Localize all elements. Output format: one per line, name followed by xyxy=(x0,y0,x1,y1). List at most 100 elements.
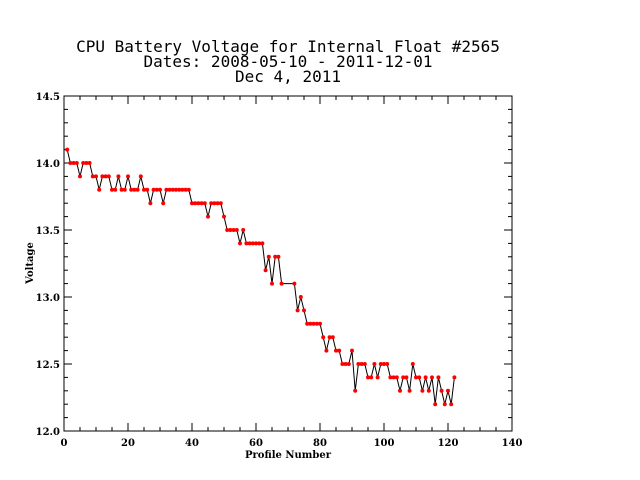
data-point xyxy=(388,375,393,380)
data-point xyxy=(183,187,188,192)
data-point xyxy=(340,362,345,366)
data-point xyxy=(119,187,124,192)
data-point xyxy=(222,214,226,219)
y-tick-label: 12.5 xyxy=(36,360,60,371)
data-point xyxy=(436,375,441,380)
data-point xyxy=(110,187,114,192)
data-point xyxy=(257,241,262,246)
data-point xyxy=(292,281,297,286)
data-point xyxy=(439,388,444,393)
data-point xyxy=(81,161,86,165)
data-point xyxy=(209,201,214,206)
data-point xyxy=(132,187,137,192)
data-point xyxy=(263,268,268,273)
data-point xyxy=(151,187,156,192)
y-tick-label: 14.0 xyxy=(36,159,60,170)
data-point xyxy=(350,348,354,353)
data-point xyxy=(410,362,415,366)
data-point xyxy=(417,375,422,380)
y-axis-label: Voltage xyxy=(25,242,36,285)
data-point xyxy=(330,335,335,340)
y-tick-label: 13.5 xyxy=(36,226,60,237)
x-tick-label: 60 xyxy=(249,438,263,449)
data-point xyxy=(446,388,450,393)
data-point xyxy=(334,348,338,353)
data-point xyxy=(116,174,121,179)
data-point xyxy=(372,362,377,366)
data-point xyxy=(126,174,130,179)
data-point xyxy=(177,187,182,192)
data-point xyxy=(106,174,111,179)
data-point xyxy=(369,375,374,380)
data-point xyxy=(228,228,233,232)
series-layer xyxy=(65,147,457,407)
data-point xyxy=(366,375,370,380)
data-point xyxy=(311,321,316,326)
x-tick-label: 100 xyxy=(374,438,395,449)
chart-title-line-3: Dec 4, 2011 xyxy=(235,67,341,86)
data-point xyxy=(90,174,95,179)
data-point xyxy=(254,241,258,246)
data-point xyxy=(225,228,230,232)
plot-frame xyxy=(63,95,513,432)
data-point xyxy=(241,228,246,232)
data-point xyxy=(442,402,447,407)
data-point xyxy=(244,241,249,246)
data-point xyxy=(68,161,73,165)
data-point xyxy=(122,187,127,192)
data-point xyxy=(186,187,191,192)
data-point xyxy=(401,375,406,380)
data-point xyxy=(135,187,140,192)
data-point xyxy=(148,201,153,206)
data-point xyxy=(266,254,271,259)
y-tick-label: 14.5 xyxy=(36,92,60,103)
x-tick-label: 80 xyxy=(313,438,327,449)
data-point xyxy=(362,362,367,366)
data-point xyxy=(273,254,278,259)
data-point xyxy=(84,161,89,165)
data-point xyxy=(449,402,454,407)
data-point xyxy=(250,241,255,246)
x-tick-label: 20 xyxy=(121,438,135,449)
data-point xyxy=(142,187,146,192)
y-tick-label: 12.0 xyxy=(36,427,60,438)
data-point xyxy=(212,201,217,206)
data-point xyxy=(407,388,412,393)
data-point xyxy=(270,281,274,286)
data-point xyxy=(346,362,351,366)
data-point xyxy=(308,321,313,326)
series-line xyxy=(66,149,455,405)
data-point xyxy=(158,187,162,192)
data-point xyxy=(414,375,418,380)
x-tick-label: 40 xyxy=(185,438,199,449)
data-point xyxy=(94,174,98,179)
data-point xyxy=(420,388,425,393)
data-point xyxy=(190,201,194,206)
data-point xyxy=(180,187,185,192)
x-axis-label: Profile Number xyxy=(245,450,332,461)
data-point xyxy=(321,335,326,340)
data-point xyxy=(314,321,319,326)
data-point xyxy=(343,362,348,366)
data-point xyxy=(375,375,380,380)
data-point xyxy=(276,254,281,259)
data-point xyxy=(218,201,223,206)
data-point xyxy=(260,241,265,246)
data-point xyxy=(356,362,361,366)
data-point xyxy=(324,348,329,353)
chart-title-line-1: CPU Battery Voltage for Internal Float #… xyxy=(76,37,500,56)
data-point xyxy=(404,375,409,380)
data-point xyxy=(196,201,201,206)
data-point xyxy=(170,187,175,192)
data-point xyxy=(337,348,342,353)
data-point xyxy=(100,174,105,179)
data-point xyxy=(206,214,210,219)
data-point xyxy=(433,402,438,407)
data-point xyxy=(129,187,134,192)
data-point xyxy=(391,375,396,380)
data-point xyxy=(103,174,108,179)
y-tick-label: 13.0 xyxy=(36,293,60,304)
data-point xyxy=(154,187,159,192)
x-axis: 0 20 40 60 80 100 120 140 xyxy=(61,96,522,449)
data-point xyxy=(199,201,204,206)
